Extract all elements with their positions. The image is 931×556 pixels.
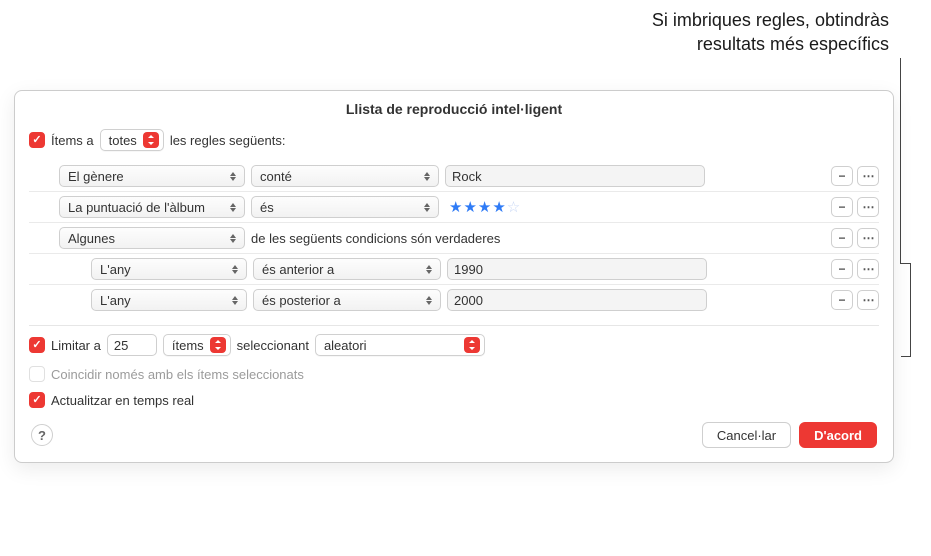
limit-checkbox[interactable]	[29, 337, 45, 353]
dialog-footer: ? Cancel·lar D'acord	[15, 412, 893, 448]
ok-button[interactable]: D'acord	[799, 422, 877, 448]
match-mode-value: totes	[109, 133, 137, 148]
rule-group-select[interactable]: Algunes	[59, 227, 245, 249]
rule-row: El gènere conté Rock	[29, 161, 879, 191]
limit-unit-value: ítems	[172, 338, 204, 353]
rule-op-select[interactable]: conté	[251, 165, 439, 187]
rule-field-select[interactable]: L'any	[91, 258, 247, 280]
rule-group-value: Algunes	[68, 231, 115, 246]
rule-field-select[interactable]: El gènere	[59, 165, 245, 187]
live-update-label: Actualitzar en temps real	[51, 393, 194, 408]
rule-value-text: 1990	[454, 262, 483, 277]
remove-rule-button[interactable]	[831, 197, 853, 217]
limit-method-select[interactable]: aleatori	[315, 334, 485, 356]
rule-row: La puntuació de l'àlbum és ★★★★☆	[29, 191, 879, 222]
annotation-caption: Si imbriques regles, obtindràs resultats…	[652, 8, 889, 57]
annotation-leader-line	[900, 58, 901, 264]
rule-op-select[interactable]: és posterior a	[253, 289, 441, 311]
rule-field-select[interactable]: L'any	[91, 289, 247, 311]
rule-value-text: Rock	[452, 169, 482, 184]
rule-field-value: L'any	[100, 293, 131, 308]
rule-field-value: La puntuació de l'àlbum	[68, 200, 205, 215]
live-update-row: Actualitzar en temps real	[29, 388, 879, 412]
match-checked-label: Coincidir només amb els ítems selecciona…	[51, 367, 304, 382]
rule-more-button[interactable]	[857, 228, 879, 248]
match-mode-select[interactable]: totes	[100, 129, 164, 151]
rule-op-value: és anterior a	[262, 262, 334, 277]
limit-count-value: 25	[114, 338, 128, 353]
limit-row: Limitar a 25 ítems seleccionant aleatori	[29, 330, 879, 360]
match-suffix: les regles següents:	[170, 133, 286, 148]
rule-value-input[interactable]: Rock	[445, 165, 705, 187]
live-update-checkbox[interactable]	[29, 392, 45, 408]
rule-field-value: L'any	[100, 262, 131, 277]
match-checked-checkbox[interactable]	[29, 366, 45, 382]
rule-row: L'any és posterior a 2000	[29, 284, 879, 315]
cancel-label: Cancel·lar	[717, 428, 776, 443]
rule-op-value: conté	[260, 169, 292, 184]
separator	[29, 325, 879, 326]
chevron-updown-icon	[210, 337, 226, 353]
limit-count-input[interactable]: 25	[107, 334, 157, 356]
remove-rule-button[interactable]	[831, 166, 853, 186]
ok-label: D'acord	[814, 428, 862, 443]
remove-rule-button[interactable]	[831, 259, 853, 279]
annotation-line2: resultats més específics	[652, 32, 889, 56]
limit-label: Limitar a	[51, 338, 101, 353]
rule-field-value: El gènere	[68, 169, 124, 184]
rating-stars[interactable]: ★★★★☆	[449, 198, 521, 216]
rule-more-button[interactable]	[857, 197, 879, 217]
rule-op-value: és posterior a	[262, 293, 341, 308]
rule-field-select[interactable]: La puntuació de l'àlbum	[59, 196, 245, 218]
match-prefix: Ítems a	[51, 133, 94, 148]
rule-more-button[interactable]	[857, 290, 879, 310]
remove-rule-button[interactable]	[831, 290, 853, 310]
chevron-updown-icon	[464, 337, 480, 353]
annotation-line1: Si imbriques regles, obtindràs	[652, 8, 889, 32]
rule-group-tail: de les següents condicions són verdadere…	[251, 231, 500, 246]
rule-value-input[interactable]: 1990	[447, 258, 707, 280]
rule-row: L'any és anterior a 1990	[29, 253, 879, 284]
rule-op-value: és	[260, 200, 274, 215]
rule-value-input[interactable]: 2000	[447, 289, 707, 311]
help-button[interactable]: ?	[31, 424, 53, 446]
match-header-row: Ítems a totes les regles següents:	[29, 125, 879, 155]
rule-group-row: Algunes de les següents condicions són v…	[29, 222, 879, 253]
rules-list: El gènere conté Rock La puntuació de l'à…	[29, 161, 879, 315]
remove-rule-button[interactable]	[831, 228, 853, 248]
rule-more-button[interactable]	[857, 259, 879, 279]
annotation-bracket	[899, 263, 911, 357]
rule-op-select[interactable]: és anterior a	[253, 258, 441, 280]
smart-playlist-dialog: Llista de reproducció intel·ligent Ítems…	[14, 90, 894, 463]
chevron-updown-icon	[143, 132, 159, 148]
match-checkbox[interactable]	[29, 132, 45, 148]
rule-value-text: 2000	[454, 293, 483, 308]
cancel-button[interactable]: Cancel·lar	[702, 422, 791, 448]
limit-selecting-label: seleccionant	[237, 338, 309, 353]
limit-unit-select[interactable]: ítems	[163, 334, 231, 356]
limit-method-value: aleatori	[324, 338, 458, 353]
rule-op-select[interactable]: és	[251, 196, 439, 218]
dialog-title: Llista de reproducció intel·ligent	[15, 91, 893, 125]
match-checked-row: Coincidir només amb els ítems selecciona…	[29, 362, 879, 386]
rule-more-button[interactable]	[857, 166, 879, 186]
